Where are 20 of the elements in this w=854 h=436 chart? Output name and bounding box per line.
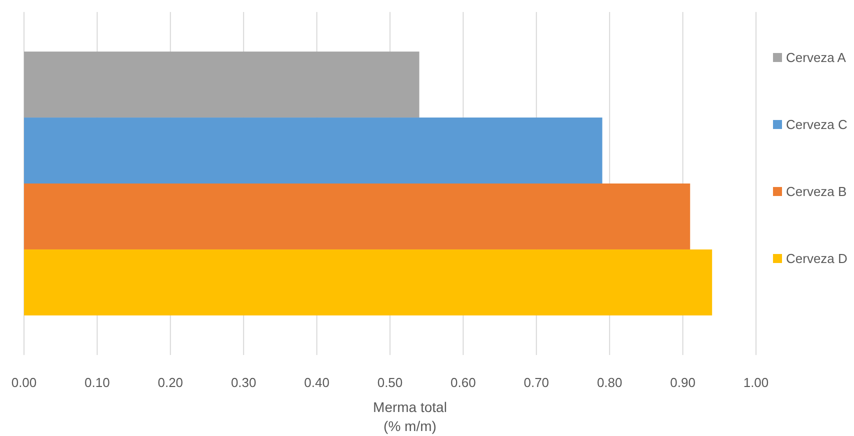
bar bbox=[24, 118, 602, 184]
legend-label: Cerveza D bbox=[786, 251, 848, 266]
x-tick-label: 0.30 bbox=[230, 375, 256, 390]
x-tick-label: 0.00 bbox=[11, 375, 37, 390]
x-tick-label: 0.10 bbox=[84, 375, 110, 390]
bar bbox=[24, 184, 690, 250]
bar bbox=[24, 52, 420, 118]
x-tick-label: 0.70 bbox=[524, 375, 550, 390]
x-tick-label: 0.60 bbox=[450, 375, 476, 390]
x-tick-label: 0.40 bbox=[304, 375, 330, 390]
legend-label: Cerveza B bbox=[786, 184, 847, 199]
x-tick-label: 0.80 bbox=[596, 375, 622, 390]
x-tick-label: 1.00 bbox=[743, 375, 769, 390]
x-tick-label: 0.50 bbox=[377, 375, 403, 390]
x-tick-label: 0.90 bbox=[670, 375, 696, 390]
x-tick-label: 0.20 bbox=[158, 375, 184, 390]
x-axis-title: Merma total (% m/m) bbox=[373, 399, 447, 434]
legend-label: Cerveza A bbox=[786, 50, 846, 65]
bar bbox=[24, 249, 712, 316]
legend-label: Cerveza C bbox=[786, 117, 848, 132]
